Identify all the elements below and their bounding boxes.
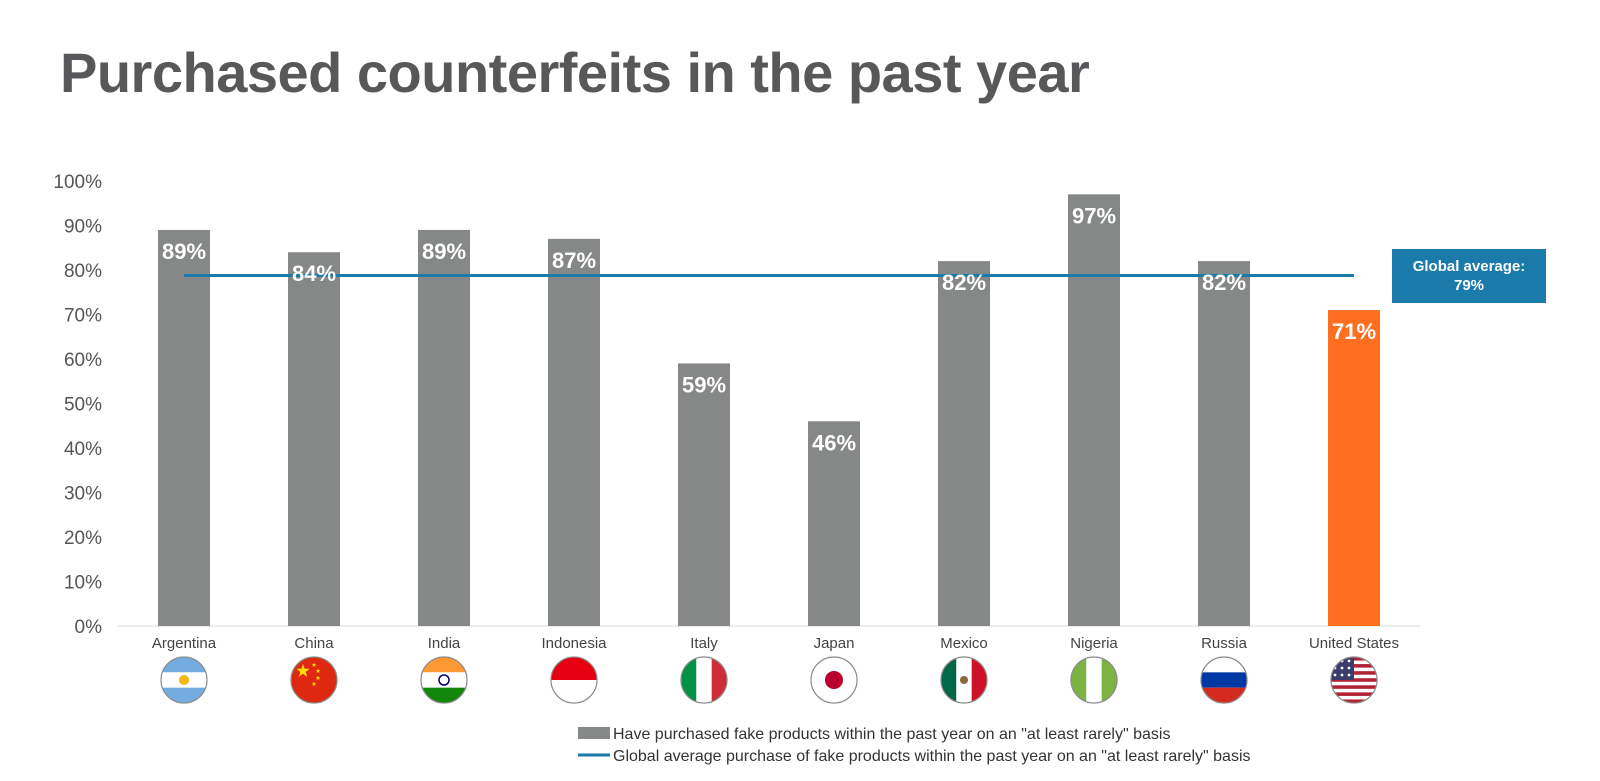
flag-russia-icon [1200,656,1248,704]
flag-mexico-icon [940,656,988,704]
data-label: 89% [422,239,466,264]
flag-japan-icon [810,656,858,704]
flag-argentina-icon [160,656,208,704]
category-label: Japan [814,635,855,652]
category-labels: Argentina China India Indonesia Italy Japan Me… [152,635,1399,652]
flag-india-icon [420,656,468,704]
data-label: 59% [682,372,726,397]
data-label: 82% [942,270,986,295]
y-tick-label: 90% [64,217,102,238]
data-label: 84% [292,261,336,286]
y-tick-label: 80% [64,261,102,282]
y-tick-label: 10% [64,573,102,594]
bar-argentina [158,229,210,626]
data-label: 82% [1202,270,1246,295]
y-axis: 0% 10% 20% 30% 40% 50% 60% 70% 80% 90% 100% [53,172,102,638]
y-tick-label: 50% [64,395,102,416]
data-labels: 89% 84% 89% 87% 59% 46% 82% 97% 82% 71% [162,203,1376,455]
data-label: 87% [552,248,596,273]
global-average-callout: Global average: 79% [1392,249,1546,303]
y-tick-label: 40% [64,439,102,460]
flag-china-icon [290,656,338,704]
data-label: 71% [1332,319,1376,344]
y-tick-label: 20% [64,528,102,549]
flag-indonesia-icon [550,656,598,704]
legend: Have purchased fake products within the … [578,726,1251,765]
bar-mexico [938,261,990,626]
flags [160,656,1378,704]
bars [158,194,1380,626]
y-tick-label: 30% [64,484,102,505]
category-label: United States [1309,635,1399,652]
y-tick-label: 0% [75,617,103,638]
global-average-value: 79% [1453,277,1485,294]
bar-indonesia [548,238,600,626]
category-label: Nigeria [1070,635,1118,652]
data-label: 97% [1072,203,1116,228]
bar-nigeria [1068,194,1120,626]
y-tick-label: 70% [64,306,102,327]
chart-title: Purchased counterfeits in the past year [60,41,1090,104]
bar-united-states [1328,310,1380,626]
flag-united-states-icon [1330,656,1378,704]
bar-russia [1198,261,1250,626]
category-label: China [294,635,334,652]
global-average-label: Global average: [1412,258,1526,275]
bar-japan [808,421,860,626]
flag-italy-icon [680,656,728,704]
legend-bar-swatch [578,727,610,739]
data-label: 46% [812,430,856,455]
flag-nigeria-icon [1070,656,1118,704]
bar-china [288,252,340,626]
category-label: Italy [690,635,718,652]
data-label: 89% [162,239,206,264]
legend-line-label: Global average purchase of fake products… [613,748,1251,765]
bar-italy [678,363,730,626]
category-label: Indonesia [541,635,607,652]
category-label: India [428,635,461,652]
y-tick-label: 60% [64,350,102,371]
bar-india [418,229,470,626]
legend-bar-label: Have purchased fake products within the … [613,726,1170,743]
category-label: Argentina [152,635,217,652]
y-tick-label: 100% [53,172,102,193]
category-label: Mexico [940,635,988,652]
category-label: Russia [1201,635,1248,652]
